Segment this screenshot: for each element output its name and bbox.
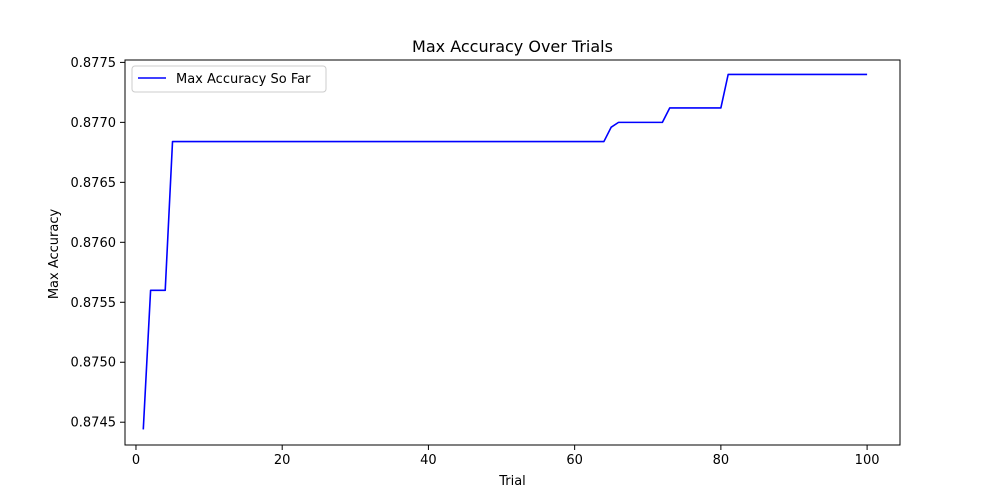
y-axis-title: Max Accuracy: [47, 209, 62, 300]
y-tick-label: 0.8760: [71, 236, 117, 251]
x-tick-label: 60: [566, 453, 583, 468]
legend: Max Accuracy So Far: [131, 65, 327, 93]
x-tick-label: 20: [274, 453, 291, 468]
plot-frame: [124, 59, 901, 446]
x-tick-label: 80: [713, 453, 730, 468]
series-line-0: [142, 73, 868, 430]
y-tick-label: 0.8750: [71, 356, 117, 371]
y-tick-label: 0.8775: [71, 56, 117, 71]
x-tick-label: 0: [132, 453, 140, 468]
axes: 0 20 40 60 80 100 0.8745 0.8750 0.8755 0.8760 0.87…: [71, 56, 901, 468]
chart-title: Max Accuracy Over Trials: [412, 37, 613, 56]
y-tick-label: 0.8745: [71, 416, 117, 431]
legend-label: Max Accuracy So Far: [176, 72, 311, 87]
legend-box: [131, 65, 327, 93]
plot-area: [142, 73, 868, 430]
y-tick-label: 0.8770: [71, 116, 117, 131]
x-axis-title: Trial: [498, 474, 526, 489]
y-tick-label: 0.8765: [71, 176, 117, 191]
x-tick-label: 100: [855, 453, 880, 468]
x-tick-label: 40: [420, 453, 437, 468]
y-tick-label: 0.8755: [71, 296, 117, 311]
